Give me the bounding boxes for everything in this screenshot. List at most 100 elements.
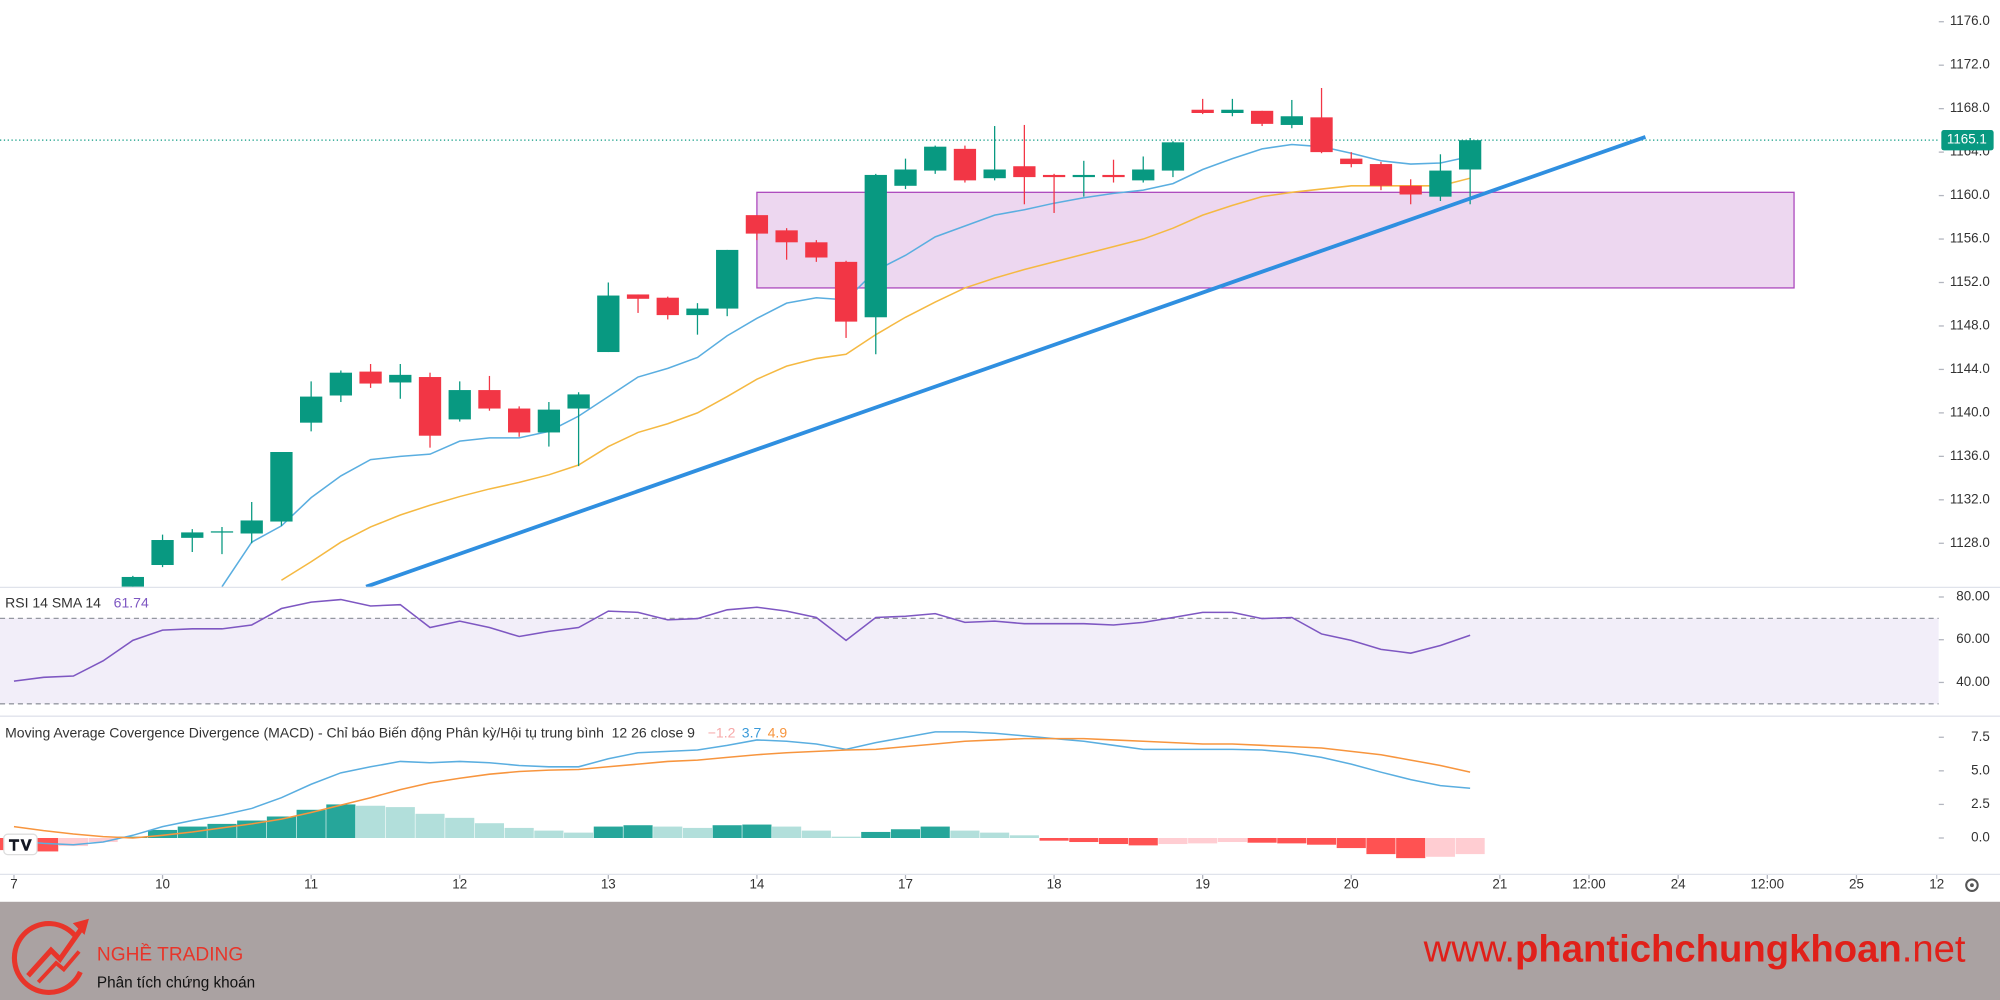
candle-body [240, 520, 263, 534]
x-tick-label: 24 [1671, 877, 1686, 892]
candle-body [448, 390, 471, 420]
macd-histogram-bar [682, 827, 713, 838]
price-label: 1165.1 [1947, 132, 1987, 147]
macd-histogram-bar [564, 832, 594, 838]
macd-histogram-bar [950, 830, 980, 838]
candle-body [775, 230, 798, 243]
macd-histogram-bar [980, 832, 1010, 838]
candle-body [924, 146, 947, 171]
macd-histogram-bar [1069, 837, 1099, 843]
candle-body [1072, 174, 1095, 178]
macd-line [13, 731, 1471, 846]
rsi-line [13, 598, 1471, 682]
candle-body [478, 390, 501, 409]
axes: 1128.0 1132.0 1136.0 1140.0 1144.0 1148.0 1152… [10, 13, 1994, 892]
website-url[interactable]: www.phantichchungkhoan.net [1423, 928, 1966, 971]
y-tick-label: 1160.0 [1950, 187, 1990, 202]
macd-histogram-bar [1128, 837, 1158, 846]
candle-body [418, 377, 442, 436]
price-panel [0, 88, 1939, 587]
macd-histogram-bar [1336, 837, 1366, 849]
candle-body [716, 249, 739, 309]
candle-body [210, 531, 234, 533]
trendline [365, 135, 1647, 587]
macd-histogram-bar [504, 827, 534, 838]
macd-histogram-bar [1217, 837, 1247, 843]
candle-body [1340, 158, 1363, 165]
url-main: phantichchungkhoan [1515, 928, 1902, 971]
candle-body [1191, 109, 1214, 114]
x-tick-label: 12 [1929, 877, 1944, 892]
macd-histogram-bar [445, 817, 475, 838]
macd-histogram-bar [356, 805, 386, 838]
x-tick-label: 21 [1492, 877, 1507, 892]
macd-histogram-bar [415, 813, 445, 838]
macd-histogram-bar [326, 804, 356, 838]
macd-histogram-bar [593, 826, 623, 838]
y-tick-label: 1176.0 [1950, 13, 1990, 28]
macd-histogram-bar [712, 825, 742, 838]
candle-body [1042, 174, 1066, 178]
macd-signal-value: 4.9 [768, 724, 788, 740]
macd-line-value: 3.7 [742, 724, 762, 740]
x-tick-label: 17 [898, 877, 913, 892]
macd-histogram-bar [1455, 837, 1485, 855]
x-tick-label: 13 [601, 877, 616, 892]
macd-histogram-bar [801, 830, 831, 838]
candle-body [1161, 142, 1185, 171]
candle-body [953, 148, 977, 181]
candle-body [686, 308, 709, 316]
candle-body [597, 295, 620, 353]
candle-body [805, 242, 828, 258]
x-tick-label: 18 [1047, 877, 1062, 892]
x-tick-label: 12:00 [1572, 877, 1605, 892]
x-tick-label: 12 [452, 877, 467, 892]
macd-histogram-bar [266, 816, 296, 838]
candle-body [834, 261, 858, 322]
macd-title: Moving Average Covergence Divergence (MA… [5, 724, 604, 740]
candle-body [1132, 169, 1155, 181]
rsi-title: RSI 14 SMA 14 [5, 594, 101, 610]
candle-body [1221, 109, 1244, 114]
y-tick-label: 1152.0 [1950, 274, 1990, 289]
y-tick-label: 1148.0 [1950, 317, 1990, 332]
candle-body [299, 396, 323, 423]
candle-body [656, 297, 679, 316]
macd-histogram-bar [88, 837, 118, 843]
brand-name: NGHỀ TRADING [97, 943, 243, 965]
macd-histogram-bar [742, 824, 772, 838]
candle-body [537, 409, 561, 433]
macd-histogram-bar [1188, 837, 1218, 844]
candle-body [151, 540, 174, 566]
macd-histogram-bar [58, 837, 88, 847]
y-tick-label: 1140.0 [1950, 404, 1990, 419]
candle-body [1369, 164, 1393, 186]
macd-histogram-bar [147, 829, 178, 838]
y-tick-label: 80.00 [1956, 589, 1989, 604]
rsi-header: RSI 14 SMA 14 61.74 [5, 594, 149, 610]
candle-body [626, 294, 650, 299]
macd-line [13, 737, 1471, 839]
macd-histogram-bar [1396, 837, 1426, 859]
macd-params: 12 26 close 9 [612, 724, 696, 740]
x-tick-label: 7 [10, 877, 17, 892]
macd-histogram-bar [772, 826, 802, 838]
macd-panel [0, 731, 1485, 859]
url-suffix: .net [1902, 928, 1966, 971]
zone [756, 191, 1795, 289]
settings-icon[interactable] [1965, 878, 1979, 892]
candle-body [508, 408, 531, 433]
macd-histogram-bar [534, 830, 564, 838]
candle-body [567, 394, 590, 409]
macd-histogram-bar [1277, 837, 1307, 844]
x-tick-label: 14 [749, 877, 764, 892]
macd-histogram-bar [1306, 837, 1337, 845]
candle-body [121, 576, 144, 587]
macd-histogram-bar [385, 807, 415, 838]
candle-body [1013, 166, 1036, 178]
macd-histogram-bar [474, 823, 505, 838]
candle-body [389, 374, 412, 383]
candle-body [1429, 170, 1452, 197]
